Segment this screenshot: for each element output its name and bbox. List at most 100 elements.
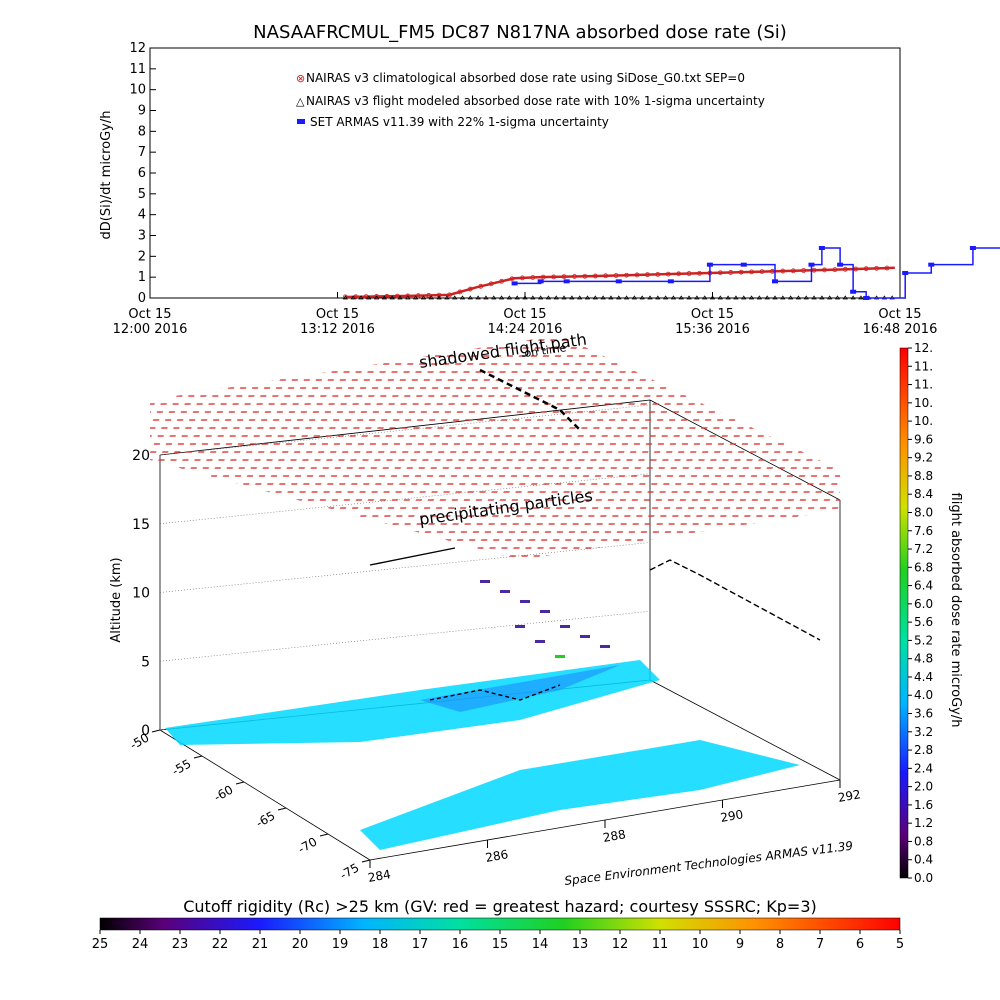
- flight-model-point: [842, 295, 848, 300]
- cutoff-tick-label: 20: [292, 937, 309, 952]
- flight-model-point: [412, 295, 419, 300]
- colorbar-tick-label: 5.2: [914, 633, 933, 647]
- colorbar-tick-label: 6.4: [914, 579, 933, 593]
- longitude-tick-label: 290: [719, 807, 744, 825]
- flight-model-point: [717, 295, 723, 300]
- flight-model-point: [467, 295, 473, 300]
- climatological-point: [832, 267, 838, 273]
- climatological-point: [822, 267, 827, 273]
- cutoff-tick-label: 7: [816, 937, 824, 952]
- climatological-point: [447, 292, 452, 298]
- flight-path: [369, 368, 821, 701]
- flight-model-point: [733, 295, 739, 300]
- colorbar-tick-label: 1.6: [914, 798, 933, 812]
- flight-model-point: [545, 295, 552, 300]
- climatological-point: [467, 286, 473, 292]
- legend-marker-climatological: ⊗: [296, 72, 305, 85]
- climatological-point: [415, 293, 421, 299]
- latitude-axis: -50-55-60-65-70-75: [128, 729, 371, 882]
- flight-model-point: [702, 295, 708, 300]
- colorbar-tick-label: 4.4: [914, 670, 933, 684]
- longitude-tick-label: 288: [602, 827, 627, 845]
- colorbar-tick-label: 4.0: [914, 688, 933, 702]
- x-tick-label-time: 14:24 2016: [488, 322, 563, 337]
- cutoff-tick-label: 8: [776, 937, 784, 952]
- cutoff-colorbar: [99, 917, 901, 931]
- flight-model-point: [694, 295, 700, 300]
- y-tick-label: 9: [138, 104, 146, 119]
- cutoff-tick-label: 17: [412, 937, 429, 952]
- legend-entry-climatological: NAIRAS v3 climatological absorbed dose r…: [306, 71, 745, 85]
- latitude-tick-label: -75: [338, 860, 362, 882]
- cutoff-tick-label: 22: [212, 937, 229, 952]
- climatological-point: [551, 274, 557, 280]
- colorbar-tick-label: 5.6: [914, 615, 933, 629]
- chart-title: NASAAFRCMUL_FM5 DC87 N817NA absorbed dos…: [253, 22, 787, 43]
- flight-model-point: [741, 295, 747, 300]
- flight-model-point: [498, 295, 505, 300]
- dose-rate-colorbar-ticks: 0.0 0.4 0.8 1.2 1.6 2.0 2.4 2.8 3.2 3.6 4.0 4.4 4.8 5…: [908, 341, 933, 885]
- flight-model-point: [436, 295, 442, 300]
- climatological-point: [759, 269, 765, 275]
- climatological-point: [624, 272, 629, 278]
- colorbar-tick-label: 2.0: [914, 780, 933, 794]
- flight-model-point: [584, 295, 591, 300]
- flight-model-point: [795, 295, 802, 300]
- climatological-point: [530, 275, 536, 280]
- flight-model-point: [662, 295, 669, 300]
- flight-model-point: [647, 295, 653, 300]
- altitude-tick-label: 15: [132, 517, 150, 533]
- climatological-point: [436, 292, 442, 298]
- x-tick-label-date: Oct 15: [316, 307, 359, 322]
- cutoff-tick-label: 18: [372, 937, 389, 952]
- flight-model-point: [748, 295, 755, 300]
- top-plot-frame: [149, 47, 901, 299]
- y-tick-label: 5: [138, 187, 146, 202]
- cutoff-tick-label: 16: [452, 937, 469, 952]
- ground-cutoff-map: [165, 660, 800, 850]
- longitude-tick-label: 292: [837, 787, 862, 805]
- latitude-tick: [193, 755, 203, 759]
- flight-model-point: [342, 295, 348, 300]
- flight-model-point: [522, 295, 528, 300]
- latitude-tick-label: -70: [296, 834, 320, 856]
- armas-point: [850, 289, 857, 294]
- armas-step: [866, 273, 906, 299]
- climatological-point: [519, 275, 525, 281]
- top-y-label: dD(Si)/dt microGy/h: [99, 111, 114, 240]
- climatological-point: [582, 273, 588, 279]
- climatological-point: [478, 283, 484, 289]
- flight-model-point: [819, 295, 825, 300]
- flight-model-point: [623, 295, 630, 300]
- flight-model-point: [803, 295, 809, 300]
- y-tick-label: 12: [129, 41, 146, 56]
- cutoff-tick-label: 24: [132, 937, 149, 952]
- armas-point: [706, 262, 713, 267]
- flight-model-point: [670, 295, 677, 300]
- armas-point: [863, 296, 870, 300]
- armas-point: [808, 262, 815, 267]
- climatological-point: [686, 271, 692, 276]
- y-tick-label: 8: [138, 124, 146, 139]
- climatological-point: [749, 269, 754, 275]
- flight-model-point: [381, 295, 388, 300]
- climatological-point: [613, 273, 619, 278]
- armas-point: [818, 246, 825, 250]
- flight-model-point: [561, 295, 567, 300]
- flight-model-point: [475, 295, 481, 300]
- climatological-point: [790, 268, 796, 274]
- colorbar-tick-label: 7.6: [914, 524, 933, 538]
- flight-model-point: [850, 295, 856, 300]
- flight-model-point: [444, 295, 450, 300]
- colorbar-tick-label: 6.8: [914, 560, 933, 574]
- dose-rate-colorbar-label: flight absorbed dose rate microGy/h: [948, 493, 963, 728]
- latitude-tick-label: -60: [212, 782, 236, 804]
- latitude-tick: [319, 833, 329, 837]
- cutoff-tick-label: 15: [492, 937, 509, 952]
- armas-step: [853, 291, 867, 298]
- armas-step: [972, 247, 1000, 249]
- colorbar-tick-label: 0.8: [914, 834, 933, 848]
- colorbar-tick-label: 1.2: [914, 816, 933, 830]
- climatological-point: [655, 271, 661, 277]
